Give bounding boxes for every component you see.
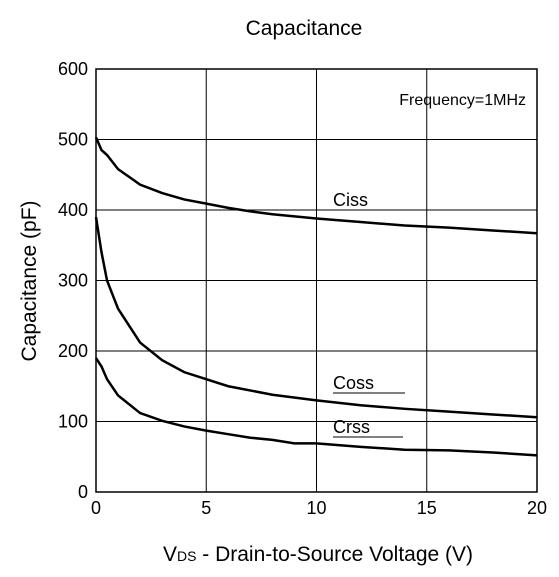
y-tick-label: 200 — [58, 341, 88, 361]
x-tick-label: 20 — [527, 498, 547, 518]
series-label: Ciss — [333, 190, 368, 210]
y-tick-label: 0 — [78, 482, 88, 502]
y-tick-label: 100 — [58, 412, 88, 432]
series-label: Crss — [333, 417, 370, 437]
x-label-sub: DS — [177, 548, 196, 564]
series-label: Coss — [333, 373, 374, 393]
x-tick-label: 15 — [417, 498, 437, 518]
y-tick-label: 600 — [58, 59, 88, 79]
y-tick-label: 400 — [58, 200, 88, 220]
y-tick-label: 300 — [58, 271, 88, 291]
x-axis-label: VDS - Drain-to-Source Voltage (V) — [163, 543, 473, 566]
series-line — [94, 216, 538, 419]
x-tick-label: 0 — [91, 498, 101, 518]
y-tick-label: 500 — [58, 130, 88, 150]
annotation: Frequency=1MHz — [399, 92, 526, 109]
x-label-part: - Drain-to-Source Voltage (V) — [196, 543, 473, 566]
chart-title: Capacitance — [246, 17, 363, 40]
plot-frame — [95, 68, 538, 493]
y-axis-label: Capacitance (pF) — [18, 200, 41, 361]
x-tick-label: 5 — [201, 498, 211, 518]
x-tick-label: 10 — [306, 498, 326, 518]
series-line — [94, 136, 538, 235]
series-line — [94, 357, 538, 457]
x-label-part: V — [163, 543, 177, 566]
